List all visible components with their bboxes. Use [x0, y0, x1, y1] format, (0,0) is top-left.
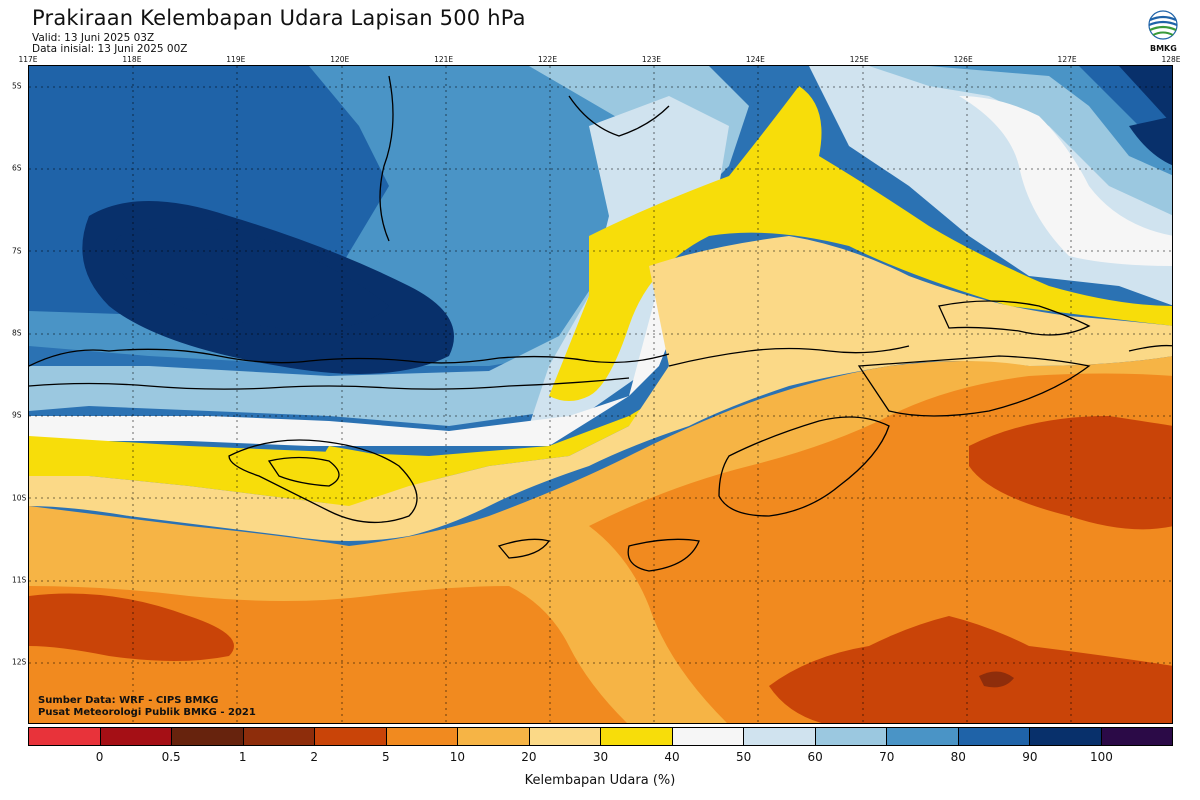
longitude-label: 128E	[1161, 55, 1181, 64]
coastlines	[29, 75, 1172, 572]
map-title: Prakiraan Kelembapan Udara Lapisan 500 h…	[32, 6, 526, 30]
latitude-label: 6S	[12, 163, 22, 173]
longitude-label: 119E	[226, 55, 246, 64]
latitude-label: 8S	[12, 328, 22, 338]
credit-org: Pusat Meteorologi Publik BMKG - 2021	[38, 707, 256, 718]
colorbar-segment	[29, 728, 101, 745]
colorbar-tick-label: 1	[238, 750, 247, 764]
colorbar-tick-label: 60	[807, 750, 823, 764]
credit-source: Sumber Data: WRF - CIPS BMKG	[38, 695, 219, 706]
longitude-label: 127E	[1057, 55, 1077, 64]
latitude-label: 11S	[12, 575, 27, 585]
colorbar-tick-label: 2	[310, 750, 319, 764]
colorbar-segment	[243, 728, 315, 745]
logo-text: BMKG	[1150, 44, 1177, 53]
valid-time: Valid: 13 Juni 2025 03Z	[32, 32, 155, 44]
colorbar-segment	[458, 728, 530, 745]
colorbar-segment	[315, 728, 387, 745]
longitude-label: 120E	[330, 55, 350, 64]
colorbar-segment	[601, 728, 673, 745]
latitude-label: 5S	[12, 81, 22, 91]
colorbar-segment	[815, 728, 887, 745]
longitude-label: 118E	[122, 55, 142, 64]
latitude-label: 12S	[12, 657, 27, 667]
colorbar-segment	[529, 728, 601, 745]
humidity-field	[29, 66, 1172, 723]
colorbar-tick-label: 50	[735, 750, 752, 764]
colorbar-segment	[958, 728, 1030, 745]
longitude-label: 121E	[434, 55, 454, 64]
colorbar-segment	[887, 728, 959, 745]
latitude-label: 9S	[12, 410, 22, 420]
colorbar-tick-label: 0.5	[161, 750, 181, 764]
colorbar-segment	[1101, 728, 1172, 745]
colorbar-title: Kelembapan Udara (%)	[524, 773, 676, 788]
colorbar-segment	[1030, 728, 1102, 745]
colorbar-tick-label: 80	[950, 750, 966, 764]
colorbar-segment	[672, 728, 744, 745]
colorbar-segment	[744, 728, 816, 745]
colorbar-segment	[100, 728, 172, 745]
colorbar	[28, 727, 1173, 746]
colorbar-tick-label: 5	[381, 750, 390, 764]
colorbar-tick-label: 90	[1022, 750, 1038, 764]
initial-time: Data inisial: 13 Juni 2025 00Z	[32, 43, 188, 55]
colorbar-tick-label: 30	[592, 750, 609, 764]
colorbar-segment	[172, 728, 244, 745]
longitude-label: 122E	[538, 55, 558, 64]
colorbar-tick-label: 10	[449, 750, 466, 764]
colorbar-tick-label: 70	[879, 750, 895, 764]
bmkg-logo	[1144, 8, 1182, 56]
colorbar-tick-label: 0	[95, 750, 104, 764]
humidity-map	[28, 65, 1173, 724]
colorbar-tick-label: 20	[521, 750, 537, 764]
longitude-label: 125E	[849, 55, 869, 64]
colorbar-tick-label: 100	[1089, 750, 1113, 764]
longitude-label: 126E	[953, 55, 973, 64]
longitude-label: 124E	[745, 55, 765, 64]
longitude-label: 123E	[641, 55, 661, 64]
longitude-label: 117E	[18, 55, 38, 64]
latitude-label: 10S	[12, 493, 27, 502]
colorbar-tick-label: 40	[664, 750, 680, 764]
colorbar-segment	[386, 728, 458, 745]
latitude-label: 7S	[12, 246, 22, 256]
